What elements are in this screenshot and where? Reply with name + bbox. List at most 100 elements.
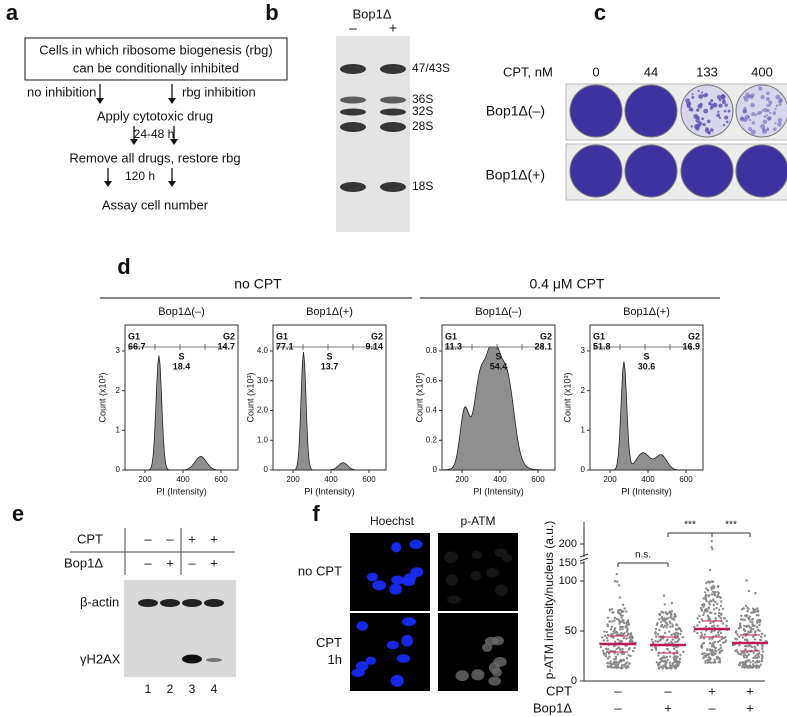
dot (696, 624, 699, 627)
label: rbg inhibition (182, 84, 256, 99)
dot (622, 621, 626, 625)
rna-band (340, 96, 366, 104)
dot (610, 666, 614, 669)
dot (615, 647, 618, 651)
label: + (166, 555, 174, 570)
nucleus (471, 550, 482, 560)
colony (763, 107, 768, 113)
dot (606, 665, 609, 668)
dot (716, 624, 719, 628)
dot (759, 638, 762, 642)
y-tick-label: 1.0 (257, 435, 269, 444)
dot (743, 618, 746, 622)
dot (618, 608, 622, 612)
nucleus (446, 574, 458, 586)
dot (660, 610, 663, 614)
label: Bop1Δ(+) (623, 306, 670, 318)
actin-band (182, 599, 202, 607)
dot (719, 604, 723, 608)
dot (606, 647, 610, 651)
y-tick-label: 150 (559, 557, 577, 569)
nucleus (486, 567, 500, 578)
dot (666, 616, 670, 620)
dot (714, 652, 717, 655)
dot (761, 645, 764, 649)
y-tick-label: 2 (116, 386, 121, 395)
label: – (166, 531, 174, 546)
dot (668, 620, 672, 623)
dot (725, 624, 728, 628)
colony (778, 103, 782, 107)
dot (756, 656, 759, 660)
colony (765, 96, 770, 101)
colony (724, 103, 728, 107)
dot (700, 631, 703, 635)
dot (673, 618, 676, 621)
colony (721, 100, 726, 105)
nucleus (494, 584, 508, 596)
label: G2 (371, 331, 383, 341)
dot (704, 593, 708, 597)
dot (744, 604, 748, 608)
condition-label: no CPT (298, 563, 342, 578)
panel-label: d (117, 254, 130, 279)
colony (703, 94, 706, 98)
colony (716, 95, 721, 100)
dot (681, 635, 685, 639)
dot (704, 598, 707, 601)
dot (616, 638, 620, 641)
dot (720, 612, 723, 616)
arrow-head (104, 181, 112, 187)
label: S (326, 351, 332, 361)
dot (710, 651, 714, 655)
well (624, 144, 678, 198)
colony (717, 110, 720, 113)
dot (614, 663, 618, 666)
dot (707, 616, 711, 619)
dot (757, 665, 760, 669)
dot (613, 579, 617, 583)
dot (758, 619, 761, 622)
dot (625, 623, 629, 627)
nucleus (484, 636, 499, 646)
y-tick-label: 4.0 (257, 346, 269, 355)
dot (657, 654, 660, 657)
colony (754, 113, 758, 116)
dot (747, 630, 750, 633)
colony (716, 113, 721, 118)
dot (734, 631, 738, 634)
dot (746, 610, 749, 613)
dot (626, 664, 629, 668)
dot (705, 581, 708, 585)
colony (710, 99, 714, 103)
label: no inhibition (27, 84, 96, 99)
dot (657, 663, 660, 666)
dot (677, 626, 681, 630)
dot (735, 649, 738, 652)
dot (708, 603, 712, 606)
label: – (614, 683, 622, 698)
colony (697, 89, 700, 92)
dot (608, 609, 612, 612)
dot (709, 599, 712, 602)
dot (621, 647, 624, 651)
axis-title: Count (x10³) (562, 372, 572, 422)
nucleus (455, 670, 469, 682)
dot (712, 599, 715, 602)
dot (675, 623, 679, 627)
dot (748, 664, 752, 667)
dot (667, 630, 671, 633)
colony (697, 121, 703, 126)
dot (606, 657, 610, 660)
dot (754, 610, 757, 613)
dot (624, 665, 627, 669)
dot (617, 612, 621, 615)
dot (606, 616, 610, 619)
dot (700, 607, 703, 611)
dot (718, 639, 721, 643)
label: β-actin (80, 594, 119, 609)
dot (712, 621, 715, 624)
y-tick-label: 100 (559, 575, 577, 587)
dot (705, 599, 708, 603)
dot (611, 632, 614, 635)
